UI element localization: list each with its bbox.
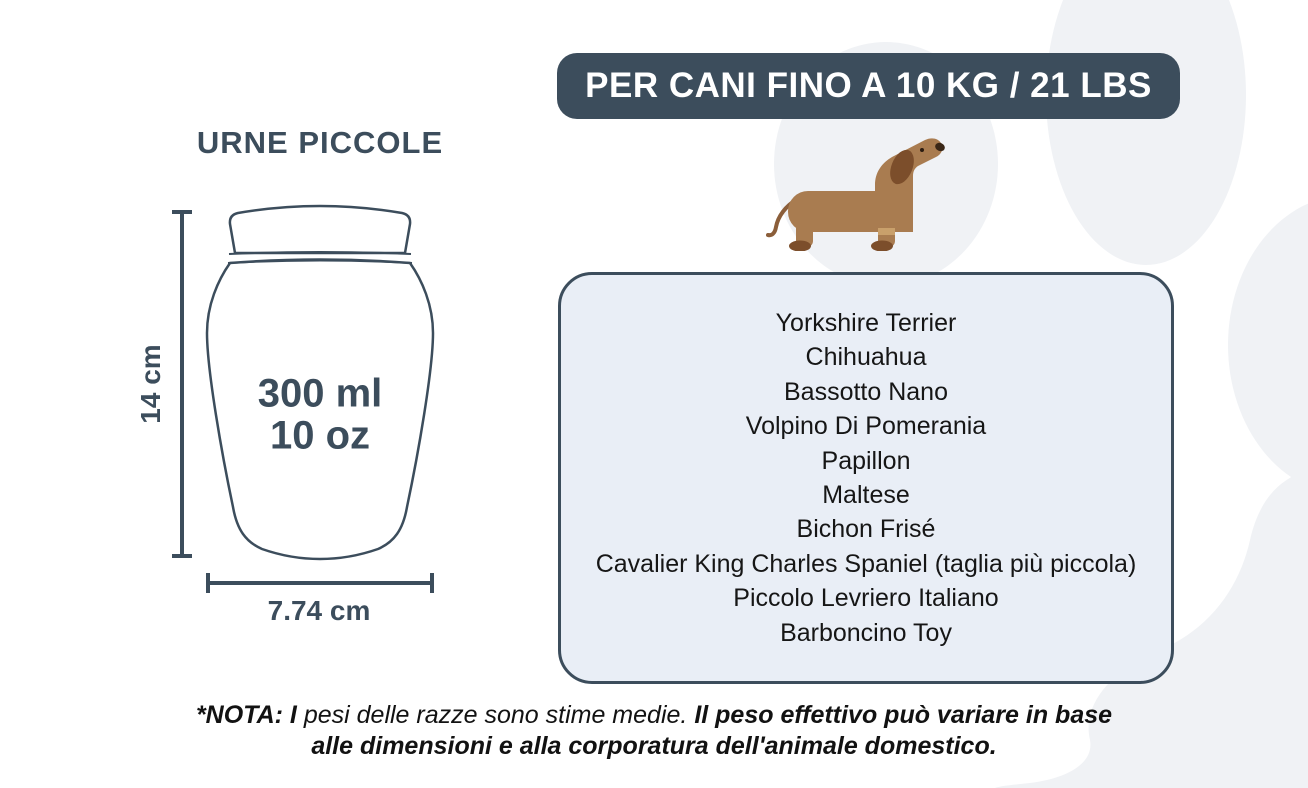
breed-item: Piccolo Levriero Italiano bbox=[733, 584, 999, 613]
note-text: *NOTA: I pesi delle razze sono stime med… bbox=[154, 700, 1154, 762]
breed-item: Maltese bbox=[822, 481, 910, 509]
dog-leg-band bbox=[878, 228, 895, 235]
urn-rim-line bbox=[227, 259, 413, 264]
urn-volume-oz: 10 oz bbox=[269, 413, 371, 458]
breed-list-box: Yorkshire Terrier Chihuahua Bassotto Nano V… bbox=[558, 272, 1174, 684]
width-dimension-cap-left bbox=[206, 573, 210, 593]
paw-toe-icon bbox=[1228, 203, 1308, 487]
breed-item: Bichon Frisé bbox=[796, 515, 936, 544]
paw-pad-icon bbox=[995, 470, 1308, 788]
breed-item: Yorkshire Terrier bbox=[775, 308, 957, 337]
breed-item: Chihuahua bbox=[805, 343, 927, 372]
width-dimension-label: 7.74 cm bbox=[267, 595, 371, 626]
breed-item: Papillon bbox=[821, 446, 911, 475]
urn-outline-diagram bbox=[205, 204, 435, 561]
note-bold-line1: Il peso effettivo può variare in base bbox=[694, 701, 1113, 729]
paw-toe-icon bbox=[1046, 0, 1246, 265]
dog-body bbox=[788, 138, 943, 247]
dog-eye bbox=[920, 148, 924, 152]
size-banner-label: PER CANI FINO A 10 KG / 21 LBS bbox=[585, 66, 1152, 105]
width-dimension-cap-right bbox=[430, 573, 434, 593]
height-dimension-cap-bottom bbox=[172, 554, 192, 558]
breed-list: Yorkshire Terrier Chihuahua Bassotto Nano V… bbox=[561, 306, 1171, 650]
breed-item: Barboncino Toy bbox=[780, 618, 952, 647]
height-dimension-cap-top bbox=[172, 210, 192, 214]
urn-section-title: URNE PICCOLE bbox=[196, 125, 444, 160]
dog-nose bbox=[935, 142, 945, 152]
size-banner: PER CANI FINO A 10 KG / 21 LBS bbox=[557, 53, 1180, 119]
dog-paw bbox=[789, 240, 811, 251]
urn-body-outline bbox=[205, 258, 435, 561]
breed-item: Bassotto Nano bbox=[784, 377, 948, 406]
height-dimension-label: 14 cm bbox=[135, 344, 166, 424]
dog-paw bbox=[871, 240, 893, 251]
dog-ear bbox=[890, 149, 914, 185]
height-dimension-line bbox=[180, 212, 184, 556]
note-bold-line2: alle dimensioni e alla corporatura dell'… bbox=[311, 732, 997, 760]
dachshund-illustration bbox=[766, 138, 945, 251]
breed-item: Cavalier King Charles Spaniel (taglia pi… bbox=[595, 549, 1137, 578]
urn-lid-outline bbox=[228, 204, 412, 255]
breed-item: Volpino Di Pomerania bbox=[745, 412, 987, 441]
note-bold-prefix: *NOTA: I bbox=[195, 701, 297, 729]
width-dimension-line bbox=[208, 581, 432, 585]
note-regular: pesi delle razze sono stime medie. bbox=[303, 701, 688, 729]
urn-volume-ml: 300 ml bbox=[257, 371, 383, 416]
urn-rim-line bbox=[228, 251, 412, 255]
dog-tail bbox=[766, 198, 798, 238]
